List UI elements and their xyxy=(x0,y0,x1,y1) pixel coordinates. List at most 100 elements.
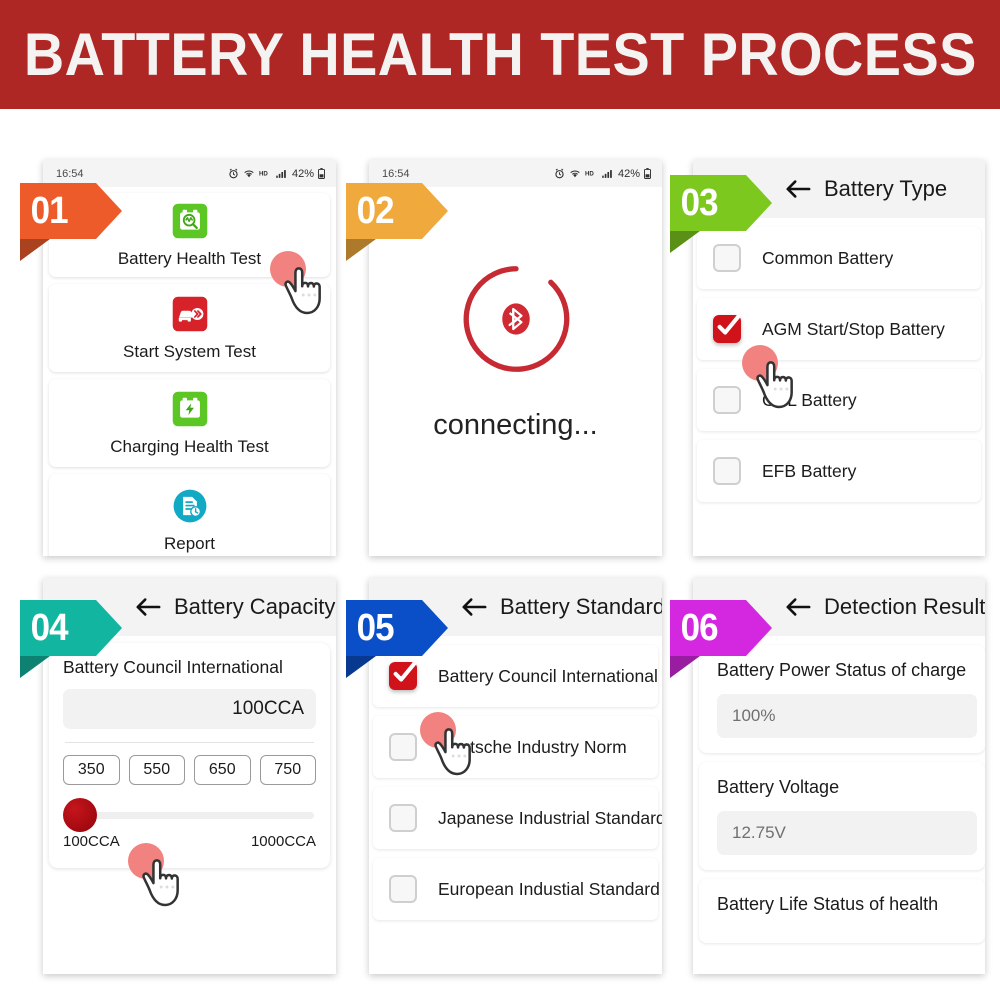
step-badge-01: 01 xyxy=(20,183,122,261)
pointing-hand-cursor-icon xyxy=(756,361,793,409)
status-bar: 16:54 HD 42% xyxy=(369,160,662,187)
battery-icon xyxy=(644,168,651,179)
capacity-value-field[interactable]: 100CCA xyxy=(63,689,316,729)
status-bar-time: 16:54 xyxy=(56,167,84,180)
status-bar-time: 16:54 xyxy=(382,167,410,180)
step-badge-06: 06 xyxy=(670,600,772,678)
option-label: Common Battery xyxy=(762,247,894,268)
pointing-hand-cursor-icon xyxy=(142,859,179,907)
alarm-icon xyxy=(555,168,564,179)
option-label: AGM Start/Stop Battery xyxy=(762,318,945,339)
capacity-card: Battery Council International 100CCA 350… xyxy=(49,643,330,868)
step-number: 04 xyxy=(30,606,69,649)
svg-text:HD: HD xyxy=(259,171,268,178)
preset-chip[interactable]: 350 xyxy=(63,755,120,785)
back-arrow-icon[interactable] xyxy=(785,596,811,618)
result-label: Battery Power Status of charge xyxy=(717,660,967,680)
back-arrow-icon[interactable] xyxy=(461,596,487,618)
preset-chip-group: 350 550 650 750 xyxy=(63,755,316,785)
step-number: 03 xyxy=(680,181,719,224)
preset-chip[interactable]: 650 xyxy=(194,755,251,785)
option-row-common-battery[interactable]: Common Battery xyxy=(697,227,981,289)
signal-bars-icon xyxy=(276,169,286,178)
checkmark-icon xyxy=(393,661,417,682)
menu-item-start-system-test[interactable]: Start System Test xyxy=(49,284,330,372)
wifi-icon xyxy=(244,170,254,177)
back-arrow-icon[interactable] xyxy=(785,178,811,200)
svg-text:HD: HD xyxy=(585,171,594,178)
option-row-japanese-industrial-standard[interactable]: Japanese Industrial Standard xyxy=(373,787,662,849)
battery-percent-label: 42% xyxy=(617,167,640,180)
preset-chip[interactable]: 550 xyxy=(128,755,185,785)
checkbox-unchecked[interactable] xyxy=(389,875,417,903)
step-badge-05: 05 xyxy=(346,600,448,678)
tap-cursor-panel-04 xyxy=(126,843,202,919)
battery-health-icon xyxy=(172,203,207,238)
option-label: Battery Council International xyxy=(438,665,658,686)
result-value: 100% xyxy=(717,694,977,738)
capacity-slider[interactable] xyxy=(63,798,316,832)
report-document-icon xyxy=(173,489,206,522)
panel-03-battery-type: Battery Type Common Battery AGM Start/St… xyxy=(693,160,985,556)
wifi-icon xyxy=(570,170,580,177)
screen-title: Battery Type xyxy=(824,176,948,201)
option-row-agm-start-stop-battery[interactable]: AGM Start/Stop Battery xyxy=(697,298,981,360)
screen-title: Battery Capacity xyxy=(174,594,336,619)
signal-bars-icon xyxy=(602,169,612,178)
step-number: 05 xyxy=(356,606,395,649)
menu-item-report[interactable]: Report xyxy=(49,474,330,556)
option-row-european-industial-standard[interactable]: European Industial Standard xyxy=(373,858,660,920)
status-bar-icons: HD 42% xyxy=(554,168,651,180)
hd-voice-icon: HD xyxy=(259,171,268,178)
menu-item-label: Start System Test xyxy=(123,341,256,361)
result-card-state-of-health: Battery Life Status of health xyxy=(699,879,985,943)
tap-cursor-panel-03 xyxy=(740,345,816,421)
option-row-efb-battery[interactable]: EFB Battery xyxy=(697,440,981,502)
pointing-hand-cursor-icon xyxy=(434,728,471,776)
connecting-label: connecting... xyxy=(433,409,598,441)
result-label: Battery Voltage xyxy=(717,777,840,797)
checkbox-unchecked[interactable] xyxy=(389,804,417,832)
back-arrow-icon[interactable] xyxy=(135,596,161,618)
step-badge-02: 02 xyxy=(346,183,448,261)
screen-title: Detection Results xyxy=(824,594,985,619)
checkbox-unchecked[interactable] xyxy=(713,244,741,272)
checkbox-unchecked[interactable] xyxy=(389,733,417,761)
hd-voice-icon: HD xyxy=(585,171,594,178)
checkbox-checked[interactable] xyxy=(389,661,417,690)
panel-06-detection-results: Detection Results Battery Power Status o… xyxy=(693,578,985,974)
tap-cursor-panel-05 xyxy=(418,712,494,788)
slider-track xyxy=(73,812,314,819)
slider-max-label: 1000CCA xyxy=(250,833,316,850)
step-number: 01 xyxy=(30,189,69,232)
step-badge-03: 03 xyxy=(670,175,772,253)
menu-item-charging-health-test[interactable]: Charging Health Test xyxy=(49,379,330,467)
menu-item-label: Charging Health Test xyxy=(110,436,269,456)
menu-item-label: Report xyxy=(163,533,216,553)
option-label: Japanese Industrial Standard xyxy=(438,807,662,828)
slider-range-labels: 100CCA 1000CCA xyxy=(63,833,316,850)
step-number: 02 xyxy=(356,189,395,232)
checkbox-checked[interactable] xyxy=(713,314,741,343)
pointing-hand-cursor-icon xyxy=(284,267,321,315)
slider-min-label: 100CCA xyxy=(63,833,120,850)
result-card-battery-voltage: Battery Voltage 12.75V xyxy=(699,762,985,870)
step-number: 06 xyxy=(680,606,719,649)
divider xyxy=(65,742,314,743)
preset-chip[interactable]: 750 xyxy=(259,755,316,785)
slider-knob[interactable] xyxy=(63,798,97,832)
result-label: Battery Life Status of health xyxy=(717,894,939,914)
connecting-spinner xyxy=(458,261,574,377)
status-bar: 16:54 HD 42% xyxy=(43,160,336,187)
step-badge-04: 04 xyxy=(20,600,122,678)
checkbox-unchecked[interactable] xyxy=(713,386,741,414)
result-card-state-of-charge: Battery Power Status of charge 100% xyxy=(699,645,985,753)
checkbox-unchecked[interactable] xyxy=(713,457,741,485)
standard-name-label: Battery Council International xyxy=(63,657,283,677)
tap-cursor-panel-01 xyxy=(268,251,344,327)
option-row-deutsche-industry-norm[interactable]: Deutsche Industry Norm xyxy=(373,716,658,778)
charging-health-icon xyxy=(172,391,207,426)
option-label: Deutsche Industry Norm xyxy=(438,736,627,757)
spinner-ring-icon xyxy=(463,266,569,372)
